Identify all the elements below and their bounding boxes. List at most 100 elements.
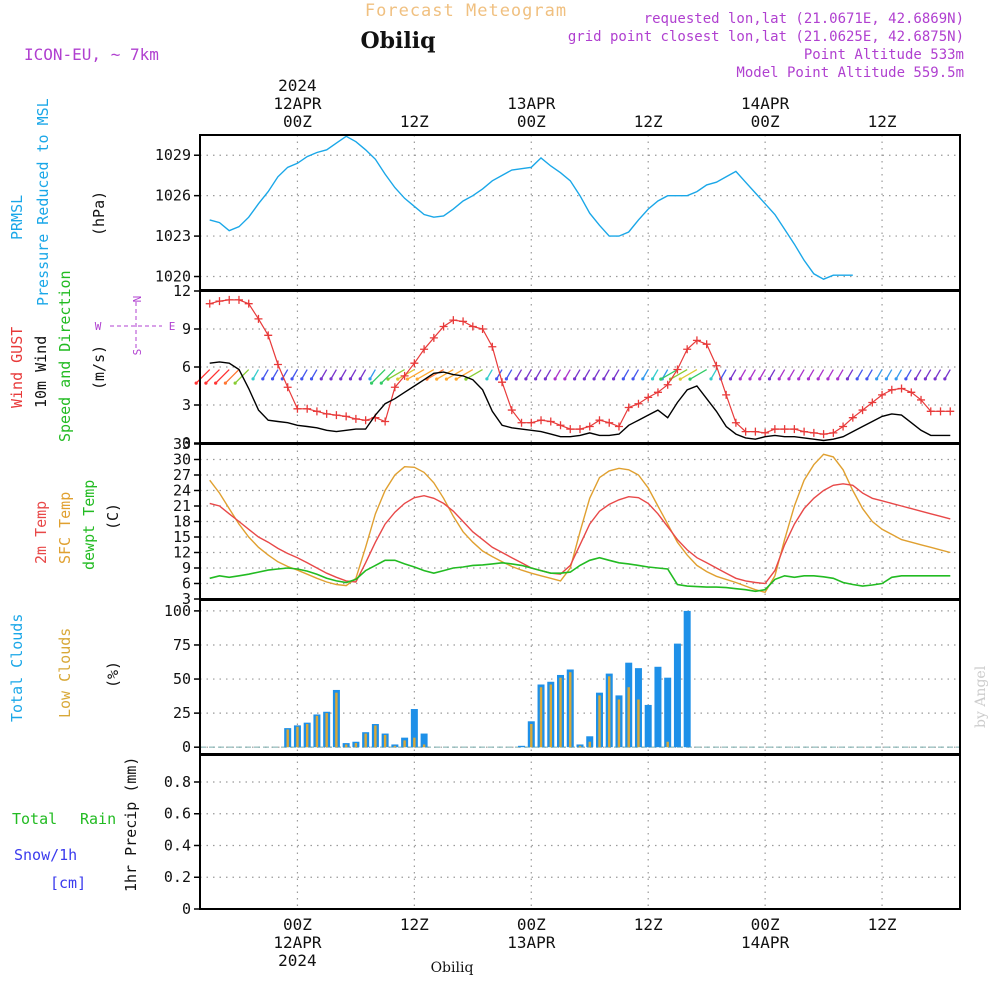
panel-frame bbox=[199, 754, 961, 910]
wind-arrow-head bbox=[386, 377, 390, 381]
wind-arrow-head bbox=[855, 377, 859, 381]
wind-arrow-head bbox=[514, 377, 518, 381]
wind-arrow bbox=[505, 369, 513, 380]
y-tick-label: 12 bbox=[173, 544, 191, 562]
clouds-low-label: Low Clouds bbox=[56, 628, 74, 718]
wind-gust-marker bbox=[800, 427, 809, 436]
total-cloud-bar bbox=[683, 610, 691, 748]
y-tick-label: 0.4 bbox=[164, 836, 191, 854]
wind-arrow-head bbox=[933, 377, 937, 381]
wind-gust-marker bbox=[273, 360, 282, 369]
wind-arrow-head bbox=[758, 377, 762, 381]
wind-gust-marker bbox=[741, 427, 750, 436]
wind-gust-marker bbox=[926, 407, 935, 416]
top-time-label: 2024 bbox=[278, 76, 317, 95]
top-time-label: 00Z bbox=[283, 112, 312, 131]
wind-arrow bbox=[486, 369, 493, 380]
wind-arrow bbox=[535, 369, 542, 380]
wind-arrow-head bbox=[309, 377, 314, 381]
temp-2m-line bbox=[209, 483, 951, 585]
low-cloud-bar bbox=[539, 687, 543, 748]
wind-gust-marker bbox=[653, 388, 662, 397]
wind-arrow-head bbox=[290, 377, 294, 381]
low-cloud-bar bbox=[286, 729, 289, 748]
panel-frame bbox=[199, 290, 961, 444]
y-tick-label: 50 bbox=[173, 670, 191, 688]
wind-gust-marker bbox=[400, 371, 409, 380]
wind-gust-marker bbox=[712, 361, 721, 370]
wind-arrow bbox=[330, 369, 337, 380]
wind-arrow bbox=[905, 369, 912, 380]
point-altitude: Point Altitude 533m bbox=[804, 47, 964, 63]
wind-arrow bbox=[224, 369, 240, 384]
bottom-time-label: 00Z bbox=[283, 915, 312, 934]
wind-unit: (m/s) bbox=[90, 345, 108, 390]
y-tick-label: 30 bbox=[173, 451, 191, 469]
wind-arrow bbox=[271, 369, 279, 380]
wind-gust-marker bbox=[312, 407, 321, 416]
wind-gust-marker bbox=[234, 295, 243, 304]
low-cloud-bar bbox=[598, 695, 601, 748]
wind-gust-marker bbox=[576, 425, 584, 434]
wind-arrow-head bbox=[845, 377, 850, 381]
wind-arrow bbox=[544, 369, 552, 380]
wind-arrow-head bbox=[214, 381, 218, 385]
wind-arrow bbox=[593, 369, 601, 380]
wind-gust-marker bbox=[819, 430, 828, 439]
wind-arrow-head bbox=[836, 377, 840, 381]
requested-coords: requested lon,lat (21.0671E, 42.6869N) bbox=[644, 11, 964, 27]
wind-gust-marker bbox=[809, 428, 818, 437]
low-cloud-bar bbox=[325, 713, 328, 748]
wind-arrow-head bbox=[368, 377, 372, 381]
wind-arrow bbox=[416, 368, 435, 380]
wind-arrow-head bbox=[444, 377, 449, 381]
wind-arrow bbox=[679, 368, 698, 380]
y-tick-label: 27 bbox=[173, 466, 191, 484]
y-tick-label: 15 bbox=[173, 528, 191, 546]
wind-arrow bbox=[837, 369, 844, 380]
precip-unit: 1hr Precip (mm) bbox=[122, 757, 140, 892]
wind-gust-marker bbox=[673, 365, 682, 374]
wind-arrow-head bbox=[573, 377, 577, 381]
low-cloud-bar bbox=[530, 724, 533, 748]
temp-unit: (C) bbox=[104, 503, 122, 530]
bottom-time-label: 13APR bbox=[507, 933, 556, 952]
clouds-total-label: Total Clouds bbox=[8, 614, 26, 722]
wind-arrow bbox=[944, 369, 951, 380]
low-cloud-bar bbox=[627, 687, 630, 748]
wind-gust-marker bbox=[780, 425, 789, 434]
low-cloud-bar bbox=[617, 699, 621, 748]
wind-arrow-head bbox=[914, 377, 918, 381]
wind-gust-marker bbox=[829, 428, 838, 437]
wind-arrow-head bbox=[379, 381, 383, 385]
low-cloud-bar bbox=[559, 677, 562, 748]
wind-gust-marker bbox=[848, 413, 857, 422]
top-time-label: 14APR bbox=[741, 94, 790, 113]
low-cloud-bar bbox=[578, 745, 582, 748]
low-cloud-bar bbox=[383, 734, 387, 748]
wind-arrow-head bbox=[300, 377, 304, 381]
wind-arrow bbox=[515, 369, 523, 380]
wind-arrow-head bbox=[748, 377, 752, 381]
bottom-time-label: 00Z bbox=[751, 915, 780, 934]
precip-rain-label: Rain bbox=[80, 810, 116, 828]
wind-arrow-head bbox=[602, 377, 606, 381]
wind-arrow-head bbox=[369, 381, 374, 385]
wind-arrow bbox=[788, 369, 795, 380]
wind-arrow bbox=[564, 369, 571, 380]
wind-gust-marker bbox=[361, 416, 370, 425]
wind-gust-marker bbox=[527, 418, 536, 427]
wind-arrow bbox=[195, 369, 211, 384]
wind-arrow-head bbox=[678, 377, 682, 381]
wind-arrow-head bbox=[534, 377, 538, 381]
low-cloud-bar bbox=[422, 744, 426, 748]
total-cloud-bar bbox=[420, 733, 428, 748]
low-cloud-bar bbox=[374, 725, 377, 748]
wind-arrow bbox=[778, 369, 786, 380]
wind-arrow bbox=[407, 368, 425, 380]
dewpoint-line bbox=[209, 556, 951, 593]
frame-layer bbox=[199, 134, 961, 910]
wind-arrow bbox=[215, 369, 230, 384]
axis-layer: 1020102310261029036912369121518212427303… bbox=[155, 76, 897, 970]
